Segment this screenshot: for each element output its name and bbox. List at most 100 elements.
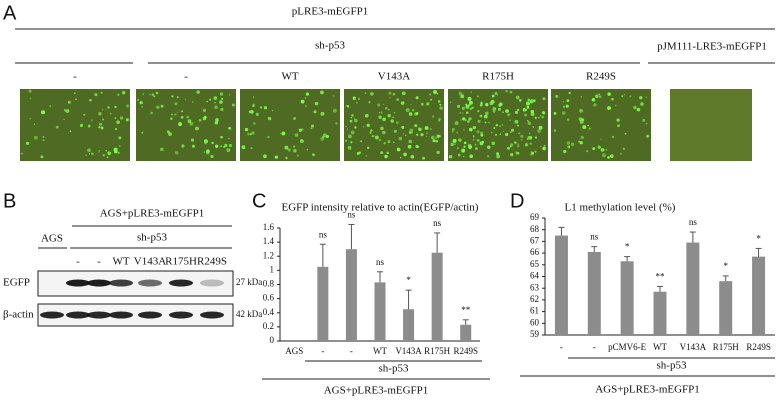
cell <box>69 130 72 133</box>
bar <box>653 291 667 335</box>
row-label: EGFP <box>3 277 30 289</box>
cell <box>198 118 202 122</box>
cell <box>118 136 122 140</box>
cell <box>378 111 381 114</box>
panel-letter: D <box>510 190 524 212</box>
cell <box>622 147 625 150</box>
cell <box>378 138 382 142</box>
cell <box>408 139 412 144</box>
cell <box>424 126 429 130</box>
cell <box>436 92 439 95</box>
cell <box>171 113 173 116</box>
cell <box>259 106 263 109</box>
cell <box>602 153 606 158</box>
cell <box>487 155 490 158</box>
cell <box>514 141 517 144</box>
construct-label: pLRE3-mEGFP1 <box>292 6 368 18</box>
cell <box>223 145 226 148</box>
cell <box>566 99 570 103</box>
cell <box>400 101 405 105</box>
cell <box>436 150 440 155</box>
cell <box>607 156 610 159</box>
cell <box>431 115 435 118</box>
cell <box>349 119 353 123</box>
band <box>66 279 90 287</box>
fluorescence-image <box>20 89 130 161</box>
cell <box>570 142 575 147</box>
lane-label: R249S <box>197 256 227 268</box>
cell <box>126 104 130 108</box>
y-tick-label: 0 <box>270 335 275 345</box>
cell <box>191 144 195 148</box>
cell <box>458 138 462 142</box>
cell <box>202 108 206 113</box>
cell <box>473 135 475 138</box>
cell <box>432 139 436 143</box>
cell <box>380 111 383 114</box>
cell <box>150 111 153 115</box>
cell <box>562 100 565 103</box>
cell <box>467 96 472 101</box>
band <box>138 311 162 319</box>
cell <box>174 102 178 106</box>
cell <box>178 122 182 127</box>
cell <box>642 118 646 122</box>
significance: * <box>406 275 411 285</box>
cell <box>555 94 559 98</box>
cell <box>125 118 129 122</box>
cell <box>479 114 483 118</box>
cell <box>29 117 32 120</box>
y-tick-label: 67 <box>530 235 540 245</box>
cell <box>494 92 498 95</box>
cell <box>55 125 59 129</box>
fluorescence-image <box>344 89 444 161</box>
cell <box>42 135 45 138</box>
cell <box>553 129 557 132</box>
cell <box>476 130 480 134</box>
control-label: pJM111-LRE3-mEGFP1 <box>657 41 767 53</box>
cell <box>464 119 467 122</box>
cell <box>114 105 117 109</box>
cell <box>479 103 483 107</box>
cell <box>532 126 535 128</box>
row-label: β-actin <box>3 309 34 321</box>
cell <box>522 108 527 112</box>
cell <box>507 146 511 150</box>
cell <box>224 143 228 147</box>
cell <box>91 119 93 121</box>
cell <box>141 105 143 108</box>
cell <box>410 154 415 159</box>
x-tick-label: - <box>350 346 353 356</box>
cell <box>451 127 455 131</box>
group-label: sh-p53 <box>315 40 345 52</box>
band <box>200 311 224 319</box>
cell <box>468 127 473 132</box>
cell <box>203 151 206 153</box>
cell <box>358 151 362 154</box>
cell <box>335 122 338 125</box>
cell <box>248 110 252 114</box>
cell <box>472 138 475 141</box>
cell <box>305 92 310 96</box>
cell <box>100 91 103 94</box>
cell <box>351 114 354 117</box>
cell <box>463 141 467 145</box>
group-label: sh-p53 <box>379 363 409 375</box>
cell <box>488 121 490 124</box>
cell <box>25 141 30 145</box>
cell <box>624 132 627 135</box>
cell <box>300 139 303 141</box>
cell <box>485 111 489 116</box>
cell <box>582 125 587 129</box>
cell <box>480 131 484 135</box>
significance: ** <box>656 272 666 282</box>
construct-label: AGS+pLRE3-mEGFP1 <box>100 208 205 220</box>
cell <box>249 132 252 136</box>
band <box>169 279 193 287</box>
cell <box>390 119 394 123</box>
cell <box>352 96 356 99</box>
cell <box>469 107 472 111</box>
cell <box>472 125 476 130</box>
cell <box>174 113 177 116</box>
